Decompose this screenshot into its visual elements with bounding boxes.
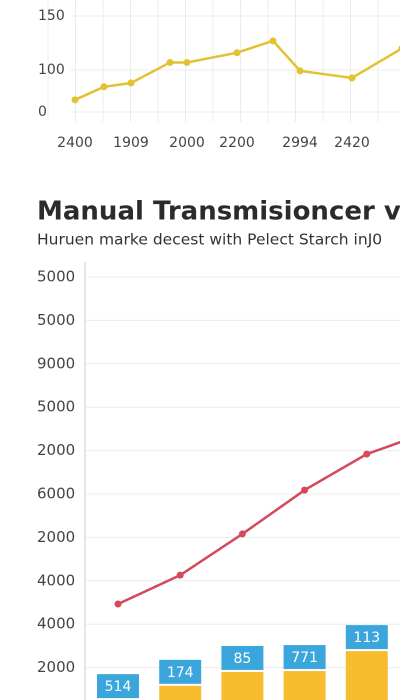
data-label: 771: [291, 650, 318, 666]
bar: [159, 685, 202, 700]
x-tick-label: 2200: [219, 135, 255, 151]
y-tick-label: 6000: [37, 485, 75, 503]
line-point: [71, 96, 79, 104]
line-point: [127, 79, 135, 87]
y-tick-label: 0: [38, 104, 47, 120]
badge: [283, 645, 326, 670]
data-label: 113: [353, 630, 380, 646]
y-tick-label: 4000: [37, 571, 75, 589]
badge: [345, 625, 388, 650]
x-tick-label: 2420: [334, 135, 370, 151]
line-point: [233, 49, 241, 57]
y-tick-label: 5000: [37, 311, 75, 329]
line-point: [348, 74, 356, 82]
line-point: [296, 67, 304, 75]
badge: [97, 674, 139, 699]
line-point: [301, 486, 309, 494]
line-point: [238, 530, 246, 538]
bar: [283, 671, 326, 700]
chart-title: Manual Transmisioncer vs: [37, 197, 400, 227]
badge: [159, 659, 202, 684]
bar: [221, 671, 264, 700]
x-tick-label: 2000: [169, 135, 205, 151]
data-label: 85: [233, 651, 251, 667]
line-point: [363, 450, 371, 458]
line: [117, 440, 400, 606]
data-label: 514: [105, 679, 132, 695]
line-point: [176, 571, 184, 579]
line-point: [114, 600, 122, 608]
y-tick-label: 2000: [37, 658, 75, 676]
y-tick-label: 5000: [37, 398, 75, 416]
y-tick-label: 100: [38, 62, 65, 78]
y-tick-label: 5000: [37, 268, 75, 286]
x-tick-label: 2994: [282, 135, 318, 151]
bar: [345, 651, 388, 700]
line-point: [100, 83, 108, 91]
x-tick-label: 1909: [113, 135, 149, 151]
y-tick-label: 2000: [37, 528, 75, 546]
y-tick-label: 150: [38, 8, 65, 24]
x-tick-label: 2400: [57, 135, 93, 151]
data-label: 174: [167, 665, 194, 681]
y-tick-label: 4000: [37, 615, 75, 633]
chart-subtitle: Huruen marke decest with Pelect Starch i…: [37, 231, 382, 249]
y-tick-label: 9000: [37, 354, 75, 372]
y-tick-label: 2000: [37, 441, 75, 459]
line-point: [166, 58, 174, 66]
line-point: [269, 37, 277, 45]
line-point: [183, 58, 191, 66]
badge: [221, 645, 264, 670]
line: [74, 39, 400, 101]
